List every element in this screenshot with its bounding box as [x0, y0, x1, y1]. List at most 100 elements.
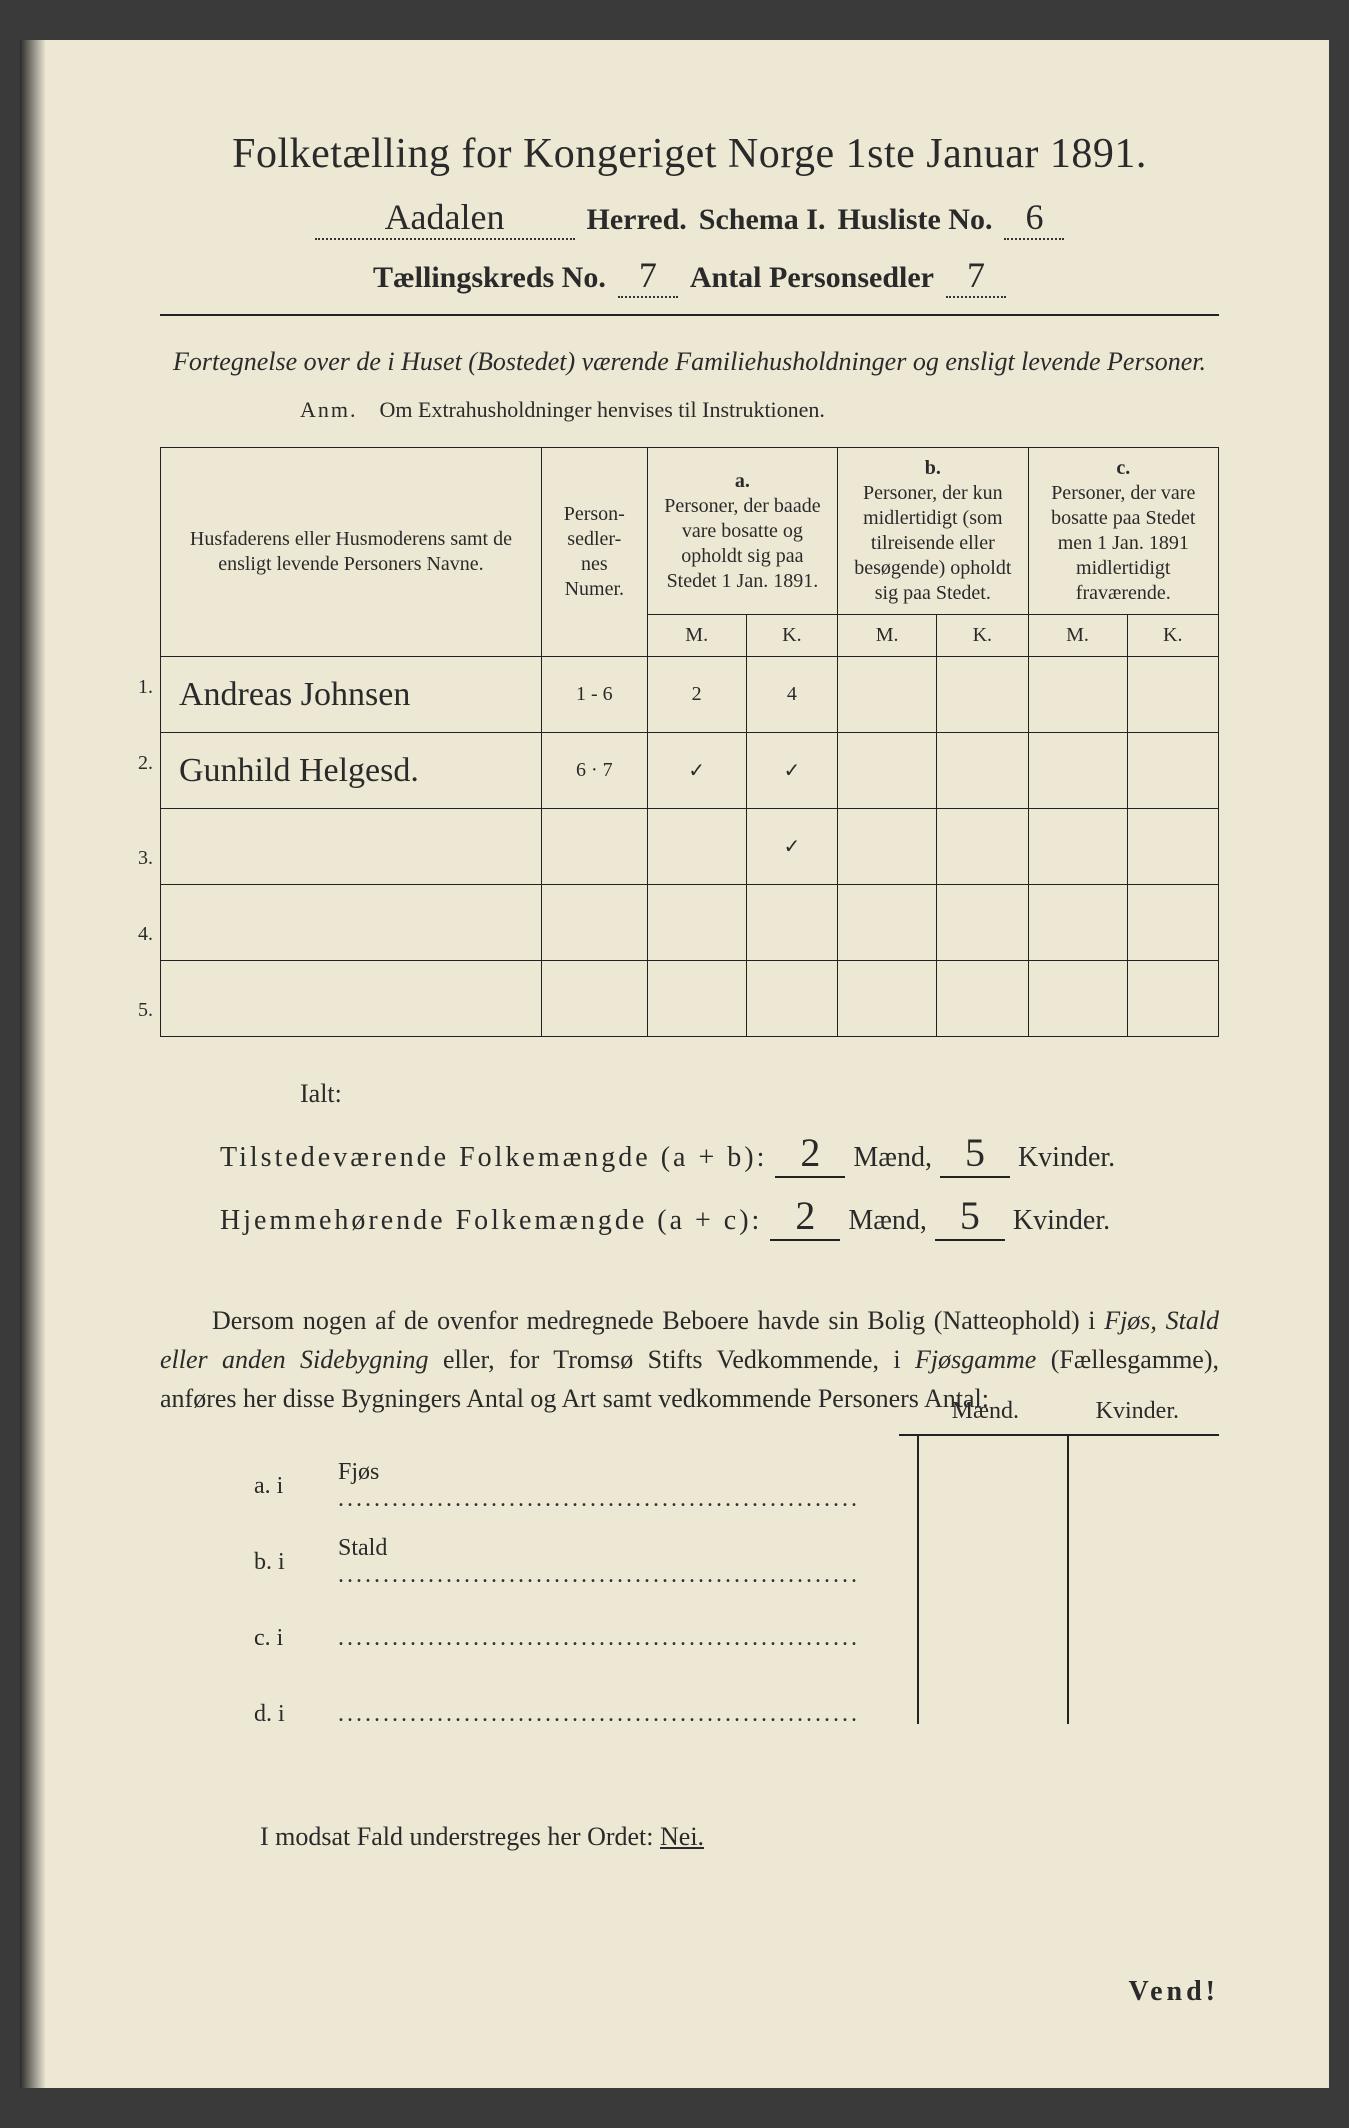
cell-c-m	[1028, 809, 1127, 885]
herred-value: Aadalen	[315, 196, 575, 240]
th-a-k: K.	[746, 615, 837, 657]
bld-row: a. i Fjøs	[240, 1448, 1141, 1524]
cell-a-k: ✓	[746, 809, 837, 885]
para-seg1: Dersom nogen af de ovenfor medregnede Be…	[212, 1306, 1104, 1335]
cell-a-m: ✓	[647, 733, 746, 809]
ialt-label: Ialt:	[300, 1079, 1219, 1109]
sum-hjemme: Hjemmehørende Folkemængde (a + c): 2 Mæn…	[220, 1192, 1219, 1241]
th-name: Husfaderens eller Husmoderens samt de en…	[161, 448, 542, 657]
bld-m	[874, 1600, 1007, 1676]
bld-vline-r	[1067, 1434, 1069, 1724]
row-num: 5.	[138, 999, 153, 1022]
th-c: c. Personer, der vare bosatte paa Stedet…	[1028, 448, 1218, 615]
bld-head-m: Mænd.	[952, 1398, 1019, 1425]
sum-hjem-m: 2	[770, 1192, 840, 1241]
cell-c-m	[1028, 961, 1127, 1037]
bld-label: Stald	[338, 1535, 387, 1561]
bld-k	[1007, 1524, 1140, 1600]
th-b-key: b.	[848, 456, 1017, 481]
cell-a-k: 4	[746, 657, 837, 733]
bld-row: c. i	[240, 1600, 1141, 1676]
header-divider	[160, 314, 1219, 316]
sum-tilstede: Tilstedeværende Folkemængde (a + b): 2 M…	[220, 1129, 1219, 1178]
sum-hjem-k: 5	[935, 1192, 1005, 1241]
household-table: Husfaderens eller Husmoderens samt de en…	[160, 447, 1219, 1037]
bld-label: Fjøs	[338, 1459, 379, 1485]
bld-label-cell	[324, 1676, 874, 1752]
cell-b-m	[838, 809, 937, 885]
anm-line: Anm. Om Extrahusholdninger henvises til …	[300, 397, 1219, 423]
subtitle: Fortegnelse over de i Huset (Bostedet) v…	[160, 344, 1219, 379]
cell-b-m	[838, 885, 937, 961]
cell-b-m	[838, 733, 937, 809]
nei-line: I modsat Fald understreges her Ordet: Ne…	[260, 1822, 1219, 1852]
bld-row: b. i Stald	[240, 1524, 1141, 1600]
row-name: Gunhild Helgesd.	[179, 752, 419, 789]
cell-c-k	[1127, 809, 1218, 885]
cell-num	[541, 961, 647, 1037]
dots	[338, 1486, 860, 1512]
row-num: 4.	[138, 923, 153, 946]
th-a: a. Personer, der baade vare bosatte og o…	[647, 448, 837, 615]
anm-text: Om Extrahusholdninger henvises til Instr…	[380, 397, 825, 422]
antal-value: 7	[946, 254, 1006, 298]
dots	[338, 1701, 860, 1727]
bld-label-cell: Fjøs	[324, 1448, 874, 1524]
table-row: 3. ✓	[161, 809, 1219, 885]
table-row: 2.Gunhild Helgesd. 6 · 7 ✓ ✓	[161, 733, 1219, 809]
bld-m	[874, 1448, 1007, 1524]
cell-b-k	[937, 809, 1028, 885]
kvinder-label: Kvinder.	[1018, 1142, 1115, 1174]
dots	[338, 1625, 860, 1651]
husliste-value: 6	[1004, 196, 1064, 240]
th-num: Person- sedler- nes Numer.	[541, 448, 647, 657]
th-b-k: K.	[937, 615, 1028, 657]
cell-a-m	[647, 885, 746, 961]
antal-label: Antal Personsedler	[690, 261, 934, 295]
dots	[338, 1562, 860, 1588]
bld-k	[1007, 1448, 1140, 1524]
cell-b-k	[937, 733, 1028, 809]
bld-m	[874, 1524, 1007, 1600]
th-c-text: Personer, der vare bosatte paa Stedet me…	[1039, 481, 1208, 606]
cell-c-m	[1028, 733, 1127, 809]
bld-k	[1007, 1600, 1140, 1676]
th-a-key: a.	[658, 469, 827, 494]
cell-b-k	[937, 961, 1028, 1037]
cell-a-k	[746, 885, 837, 961]
cell-num: 6 · 7	[541, 733, 647, 809]
bld-key: c. i	[240, 1600, 324, 1676]
table-row: 1.Andreas Johnsen 1 - 6 2 4	[161, 657, 1219, 733]
cell-a-k: ✓	[746, 733, 837, 809]
cell-num	[541, 885, 647, 961]
sum-tilst-k: 5	[940, 1129, 1010, 1178]
cell-c-k	[1127, 733, 1218, 809]
th-b-m: M.	[838, 615, 937, 657]
row-name: Andreas Johnsen	[179, 676, 410, 713]
th-c-k: K.	[1127, 615, 1218, 657]
buildings-table: a. i Fjøs b. i Stald c. i d. i	[240, 1448, 1141, 1752]
cell-c-m	[1028, 885, 1127, 961]
bld-label-cell: Stald	[324, 1524, 874, 1600]
cell-a-m	[647, 809, 746, 885]
th-a-m: M.	[647, 615, 746, 657]
bld-label-cell	[324, 1600, 874, 1676]
cell-num: 1 - 6	[541, 657, 647, 733]
buildings-block: Mænd. Kvinder. a. i Fjøs b. i Stald c. i	[240, 1448, 1219, 1752]
husliste-label: Husliste No.	[837, 203, 992, 237]
kreds-value: 7	[618, 254, 678, 298]
kvinder-label: Kvinder.	[1013, 1205, 1110, 1237]
scan-edge-shadow	[20, 40, 46, 2088]
row-num: 3.	[138, 847, 153, 870]
cell-c-k	[1127, 657, 1218, 733]
nei-word: Nei.	[660, 1822, 704, 1851]
cell-b-k	[937, 885, 1028, 961]
maend-label: Mænd,	[848, 1205, 927, 1237]
schema-label: Schema I.	[699, 203, 826, 237]
cell-a-m: 2	[647, 657, 746, 733]
th-c-m: M.	[1028, 615, 1127, 657]
anm-label: Anm.	[300, 397, 358, 422]
table-row: 5.	[161, 961, 1219, 1037]
cell-num	[541, 809, 647, 885]
bld-row: d. i	[240, 1676, 1141, 1752]
